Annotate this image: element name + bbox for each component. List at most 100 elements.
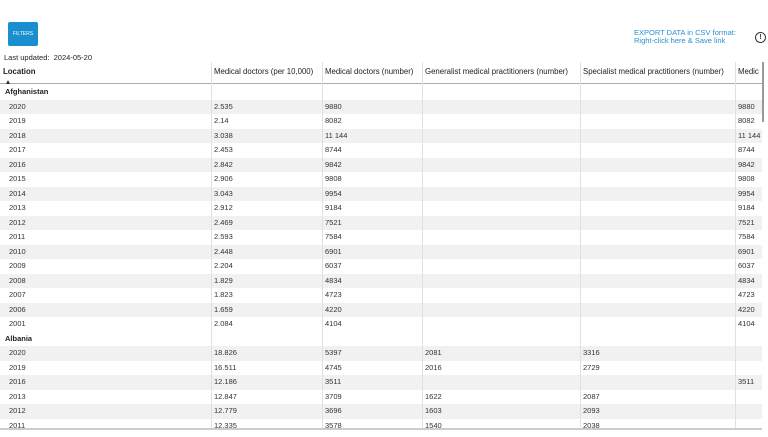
value-cell: 3709 xyxy=(325,391,342,401)
column-header[interactable]: Medical doctors (number) xyxy=(322,62,422,84)
last-updated: Last updated: 2024-05-20 xyxy=(4,53,92,62)
value-cell: 2.535 xyxy=(214,101,233,111)
value-cell: 7584 xyxy=(325,232,342,241)
value-cell: 9842 xyxy=(738,159,755,169)
year-cell: 2013 xyxy=(9,391,26,401)
year-cell: 2006 xyxy=(9,304,26,314)
last-updated-label: Last updated: xyxy=(4,53,50,62)
value-cell: 4220 xyxy=(325,304,342,314)
value-cell: 12.186 xyxy=(214,377,237,386)
value-cell: 1540 xyxy=(425,420,442,429)
value-cell: 2.204 xyxy=(214,261,233,270)
value-cell: 12.779 xyxy=(214,406,237,415)
value-cell: 8082 xyxy=(325,116,342,125)
export-line[interactable]: EXPORT DATA in CSV format: xyxy=(634,28,736,37)
column-header[interactable]: Medic xyxy=(735,62,762,84)
value-cell: 6901 xyxy=(738,246,755,256)
horizontal-scrollbar[interactable] xyxy=(0,428,762,430)
column-divider xyxy=(580,62,581,428)
value-cell: 9184 xyxy=(738,203,755,212)
value-cell: 8744 xyxy=(738,145,755,154)
export-line[interactable]: Right-click here & Save link xyxy=(634,36,726,45)
value-cell: 16.511 xyxy=(214,362,237,372)
export-link[interactable]: EXPORT DATA in CSV format: Right-click h… xyxy=(634,29,736,45)
year-cell: 2018 xyxy=(9,130,26,140)
column-header[interactable]: Generalist medical practitioners (number… xyxy=(422,62,580,84)
column-header[interactable]: Specialist medical practitioners (number… xyxy=(580,62,735,84)
year-cell: 2017 xyxy=(9,145,26,154)
info-icon[interactable]: ! xyxy=(755,32,766,43)
value-cell: 7521 xyxy=(325,217,342,227)
data-row: 2001 2.084 4104 4104 xyxy=(0,317,762,332)
value-cell: 12.847 xyxy=(214,391,237,401)
data-row: 2016 2.842 9842 9842 xyxy=(0,157,762,172)
value-cell: 4745 xyxy=(325,362,342,372)
value-cell: 2.469 xyxy=(214,217,233,227)
value-cell: 3696 xyxy=(325,406,342,415)
value-cell: 1.823 xyxy=(214,290,233,299)
data-row: 2010 2.448 6901 6901 xyxy=(0,244,762,259)
value-cell: 1622 xyxy=(425,391,442,401)
year-cell: 2001 xyxy=(9,319,26,328)
value-cell: 2.906 xyxy=(214,174,233,183)
value-cell: 11 144 xyxy=(325,130,348,140)
data-row: 2014 3.043 9954 9954 xyxy=(0,186,762,201)
data-row: 2018 3.038 11 144 11 144 xyxy=(0,128,762,143)
value-cell: 6901 xyxy=(325,246,342,256)
data-row: 2011 12.335 3578 1540 2038 xyxy=(0,419,762,429)
data-row: 2009 2.204 6037 6037 xyxy=(0,259,762,274)
value-cell: 3316 xyxy=(583,348,600,357)
value-cell: 7521 xyxy=(738,217,755,227)
year-cell: 2019 xyxy=(9,362,26,372)
year-cell: 2013 xyxy=(9,203,26,212)
data-row: 2020 2.535 9880 9880 xyxy=(0,99,762,114)
value-cell: 2.912 xyxy=(214,203,233,212)
value-cell: 9808 xyxy=(325,174,342,183)
data-row: 2012 12.779 3696 1603 2093 xyxy=(0,404,762,419)
value-cell: 3.038 xyxy=(214,130,233,140)
value-cell: 4104 xyxy=(738,319,755,328)
year-cell: 2009 xyxy=(9,261,26,270)
year-cell: 2019 xyxy=(9,116,26,125)
value-cell: 7584 xyxy=(738,232,755,241)
year-cell: 2008 xyxy=(9,275,26,285)
data-row: 2012 2.469 7521 7521 xyxy=(0,215,762,230)
value-cell: 12.335 xyxy=(214,420,237,429)
value-cell: 2.593 xyxy=(214,232,233,241)
column-divider xyxy=(211,62,212,428)
year-cell: 2020 xyxy=(9,348,26,357)
vertical-scrollbar[interactable] xyxy=(762,62,764,122)
column-header[interactable]: Medical doctors (per 10,000) xyxy=(211,62,322,84)
data-row: 2011 2.593 7584 7584 xyxy=(0,230,762,245)
year-cell: 2011 xyxy=(9,420,26,429)
group-name: Albania xyxy=(5,333,33,343)
value-cell: 2087 xyxy=(583,391,600,401)
value-cell: 4723 xyxy=(738,290,755,299)
year-cell: 2015 xyxy=(9,174,26,183)
data-row: 2013 2.912 9184 9184 xyxy=(0,201,762,216)
year-cell: 2007 xyxy=(9,290,26,299)
data-row: 2016 12.186 3511 3511 xyxy=(0,375,762,390)
data-row: 2008 1.829 4834 4834 xyxy=(0,273,762,288)
value-cell: 9880 xyxy=(325,101,342,111)
last-updated-date: 2024-05-20 xyxy=(53,53,93,62)
value-cell: 2038 xyxy=(583,420,600,429)
filters-button[interactable]: FILTERS xyxy=(8,22,38,46)
group-row: Afghanistan xyxy=(0,85,762,100)
value-cell: 2.453 xyxy=(214,145,233,154)
year-cell: 2016 xyxy=(9,377,26,386)
value-cell: 2016 xyxy=(425,362,442,372)
value-cell: 9842 xyxy=(325,159,342,169)
value-cell: 4104 xyxy=(325,319,342,328)
sort-arrow[interactable] xyxy=(6,80,10,84)
value-cell: 6037 xyxy=(738,261,755,270)
year-cell: 2012 xyxy=(9,217,26,227)
value-cell: 9954 xyxy=(325,188,342,198)
value-cell: 8082 xyxy=(738,116,755,125)
value-cell: 3511 xyxy=(325,377,342,386)
year-cell: 2012 xyxy=(9,406,26,415)
column-header[interactable]: Location xyxy=(0,62,211,84)
value-cell: 2081 xyxy=(425,348,442,357)
value-cell: 9808 xyxy=(738,174,755,183)
